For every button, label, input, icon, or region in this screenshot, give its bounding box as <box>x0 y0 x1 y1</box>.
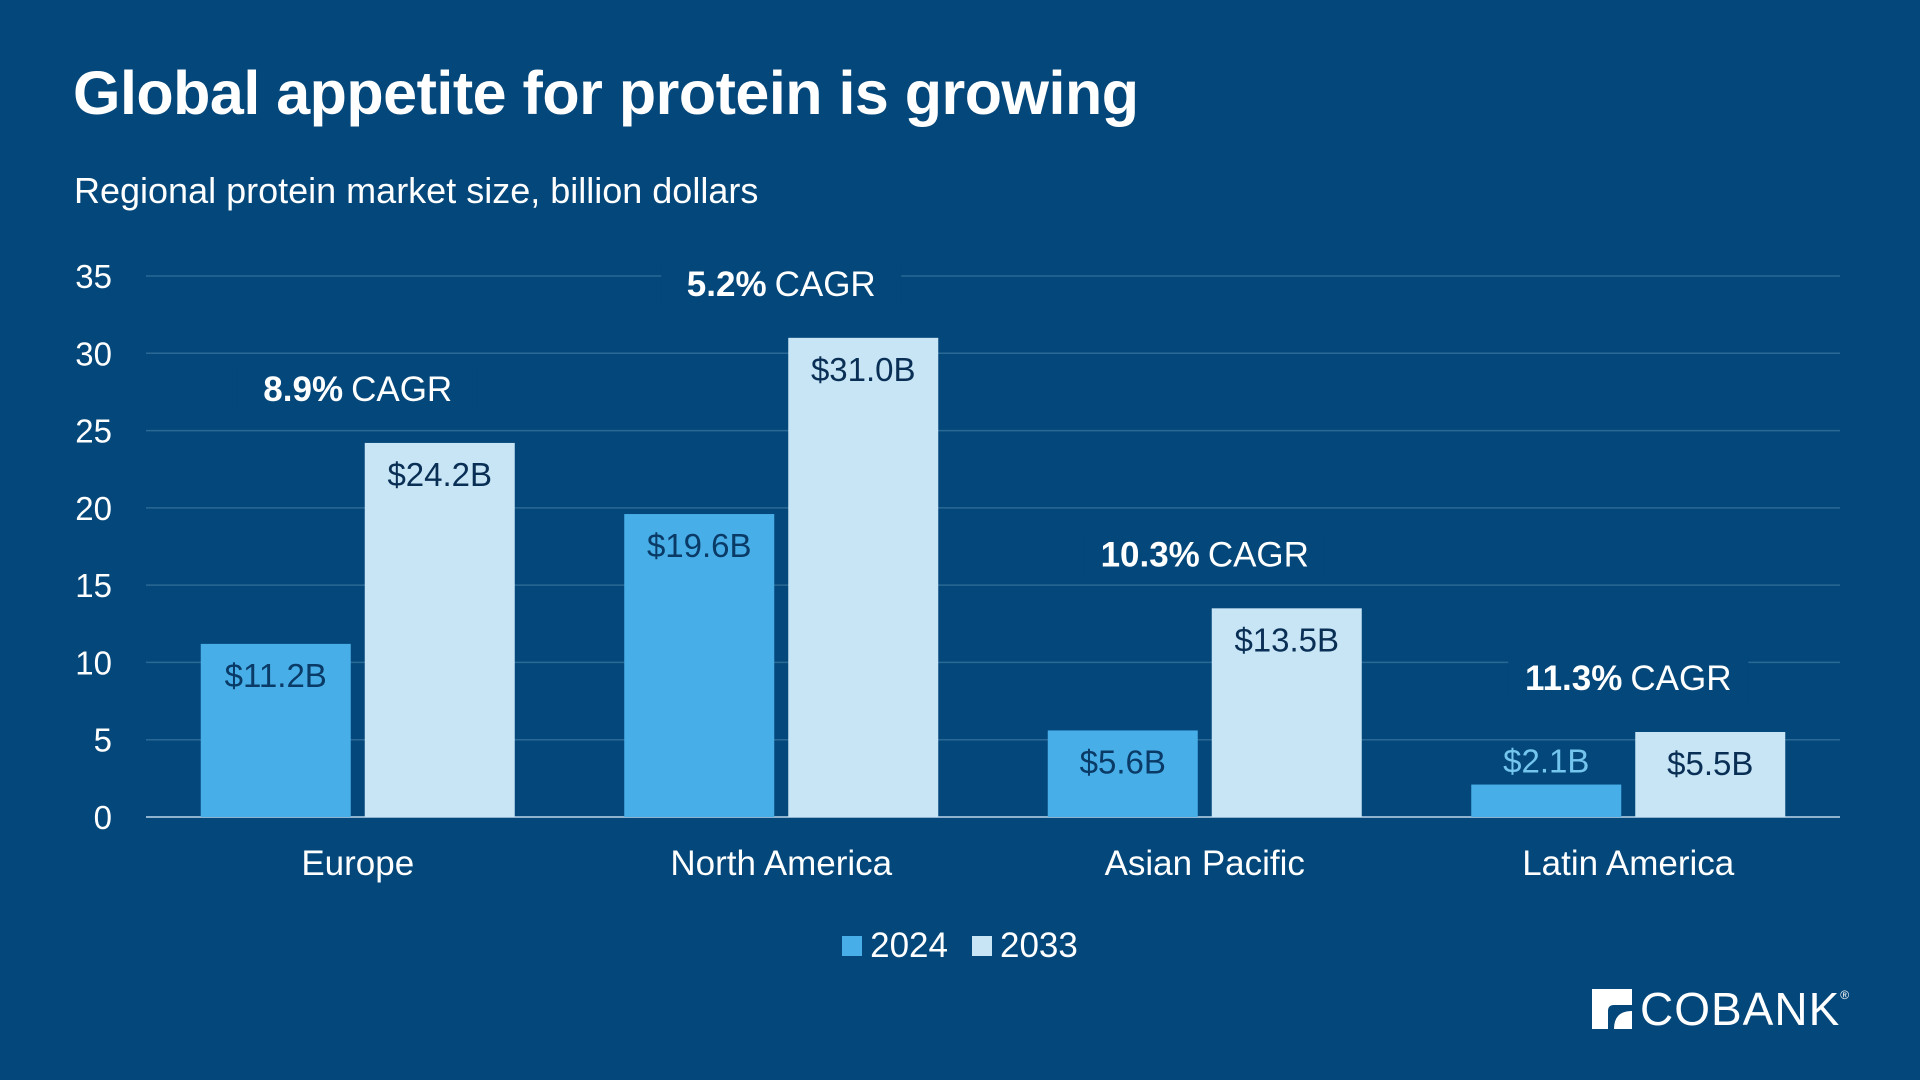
chart-title: Global appetite for protein is growing <box>73 59 1139 127</box>
x-axis-ticks: Europe North America Asian Pacific Latin Am… <box>301 844 1734 883</box>
y-tick-label: 35 <box>75 258 112 295</box>
data-labels: $11.2B $24.2B $19.6B $31.0B $5.6B $13.5B $2.1B… <box>225 351 1754 782</box>
data-label-2024: $11.2B <box>225 657 327 694</box>
legend-label-2024: 2024 <box>870 926 948 965</box>
x-tick-label: Latin America <box>1522 844 1735 883</box>
bar-2033 <box>1211 608 1362 817</box>
bar-2024 <box>1047 730 1198 817</box>
data-label-2024: $2.1B <box>1503 743 1589 780</box>
cagr-annotation: 8.9% CAGR <box>263 370 452 409</box>
cagr-suffix: CAGR <box>1630 659 1731 698</box>
cagr-rate: 5.2% <box>687 265 767 304</box>
cagr-suffix: CAGR <box>1208 535 1309 574</box>
y-tick-label: 10 <box>75 644 112 681</box>
cagr-annotation: 10.3% CAGR <box>1101 535 1309 574</box>
legend-swatch-2033 <box>972 936 992 956</box>
chart-subtitle: Regional protein market size, billion do… <box>74 170 759 211</box>
bar-2024 <box>624 514 775 817</box>
cagr-suffix: CAGR <box>351 370 452 409</box>
y-tick-label: 5 <box>94 722 112 759</box>
cobank-logo-text: COBANK <box>1640 983 1841 1035</box>
legend-item-2024: 2024 <box>842 926 948 966</box>
cobank-logo-mark-icon <box>1592 989 1632 1029</box>
x-tick-label: North America <box>670 844 892 883</box>
bar-2033 <box>788 337 939 817</box>
cagr-annotation: 5.2% CAGR <box>687 265 876 304</box>
cagr-suffix: CAGR <box>775 265 876 304</box>
data-label-2024: $19.6B <box>647 527 752 564</box>
registered-mark: ® <box>1840 988 1850 1002</box>
legend-item-2033: 2033 <box>972 926 1078 966</box>
data-label-2024: $5.6B <box>1080 743 1166 780</box>
y-tick-label: 25 <box>75 413 112 450</box>
bar-2033 <box>364 442 515 817</box>
legend: 2024 2033 <box>0 926 1920 966</box>
x-tick-label: Asian Pacific <box>1105 844 1305 883</box>
bars <box>200 337 1786 817</box>
cagr-rate: 11.3% <box>1525 659 1622 698</box>
cagr-annotation: 11.3% CAGR <box>1525 659 1731 698</box>
data-label-2033: $13.5B <box>1234 621 1339 658</box>
legend-swatch-2024 <box>842 936 863 956</box>
y-tick-label: 0 <box>94 799 112 836</box>
annotation-backdrop <box>1508 655 1749 702</box>
annotation-backdrop <box>237 366 478 413</box>
legend-label-2033: 2033 <box>1000 926 1078 965</box>
y-tick-label: 20 <box>75 490 112 527</box>
bar-2033 <box>1635 731 1786 817</box>
cobank-logo: COBANK ® <box>1590 982 1849 1036</box>
data-label-2033: $24.2B <box>387 456 492 493</box>
y-axis-ticks: 0 5 10 15 20 25 30 35 <box>75 258 112 836</box>
data-label-2033: $31.0B <box>811 351 916 388</box>
y-tick-label: 30 <box>75 335 112 372</box>
bar-2024 <box>1471 784 1622 817</box>
x-tick-label: Europe <box>301 844 414 883</box>
annotation-backdrop <box>1084 532 1325 579</box>
annotation-backdrop <box>661 261 902 308</box>
cagr-rate: 10.3% <box>1101 535 1200 574</box>
bar-2024 <box>200 643 351 817</box>
data-label-2033: $5.5B <box>1667 745 1753 782</box>
y-tick-label: 15 <box>75 567 112 604</box>
cagr-rate: 8.9% <box>263 370 343 409</box>
